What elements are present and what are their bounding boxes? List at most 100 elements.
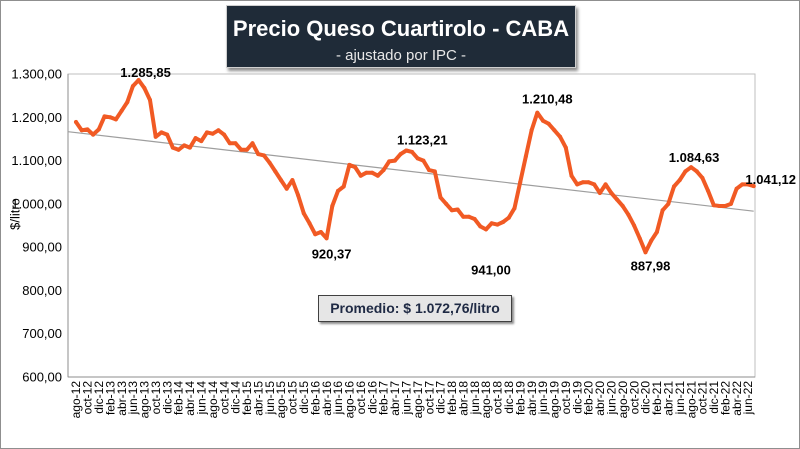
x-tick-label: ago-17	[411, 381, 425, 419]
data-point	[313, 232, 318, 237]
x-tick-label: abr-20	[593, 381, 607, 416]
data-point	[711, 203, 716, 208]
data-point	[438, 195, 443, 200]
data-label: 1.084,63	[669, 150, 720, 165]
data-point	[609, 191, 614, 195]
data-point	[432, 169, 437, 174]
data-point	[199, 139, 204, 144]
x-tick-label: feb-17	[377, 381, 391, 415]
data-point	[358, 173, 363, 178]
data-point	[740, 182, 745, 187]
data-point	[279, 178, 283, 183]
data-point	[683, 169, 688, 174]
x-tick-label: feb-18	[445, 381, 459, 415]
data-point	[176, 147, 181, 152]
data-point	[654, 230, 659, 234]
x-tick-labels: ago-12oct-12dic-12feb-13abr-13jun-13ago-…	[69, 381, 755, 419]
data-point	[427, 168, 432, 173]
x-tick-label: oct-13	[149, 381, 163, 415]
y-tick-label: 700,00	[22, 326, 62, 341]
data-point	[102, 114, 107, 119]
data-label: 1.210,48	[522, 92, 573, 107]
data-point	[256, 152, 261, 157]
data-point	[142, 85, 147, 90]
data-point	[130, 84, 135, 89]
data-point	[552, 128, 557, 133]
y-tick-labels: 1.300,00 1.200,00 1.100,00 1.000,00 900,00 80…	[11, 67, 62, 385]
data-point	[660, 208, 665, 213]
data-point	[643, 250, 648, 255]
data-point	[330, 204, 335, 208]
data-point	[125, 100, 130, 105]
y-tick-label: 900,00	[22, 240, 62, 255]
data-point	[375, 173, 380, 178]
data-point	[472, 217, 477, 221]
x-tick-label: dic-15	[297, 381, 311, 414]
data-point	[637, 236, 642, 241]
x-tick-label: feb-22	[718, 381, 732, 415]
data-point	[301, 211, 306, 216]
x-tick-label: oct-18	[491, 381, 505, 415]
data-point	[284, 186, 289, 191]
data-point	[113, 117, 118, 122]
data-point	[364, 170, 369, 175]
x-tick-label: feb-16	[308, 381, 322, 415]
x-tick-label: jun-19	[536, 381, 550, 416]
data-point	[592, 182, 597, 187]
x-tick-label: ago-16	[343, 381, 357, 419]
data-point	[615, 197, 619, 202]
x-tick-label: oct-20	[627, 381, 641, 415]
data-point	[751, 184, 756, 189]
data-point	[603, 182, 608, 187]
data-point	[415, 156, 420, 161]
data-point	[370, 170, 375, 175]
data-point	[159, 130, 164, 135]
data-point	[569, 173, 574, 178]
data-point	[558, 134, 563, 139]
data-point	[586, 180, 591, 185]
x-tick-label: dic-13	[160, 381, 174, 414]
data-point	[387, 159, 392, 164]
y-tick-label: 1.200,00	[11, 110, 62, 125]
data-point	[728, 201, 733, 206]
x-tick-label: abr-21	[662, 381, 676, 416]
data-point	[267, 160, 272, 165]
data-point	[336, 188, 340, 193]
x-tick-label: jun-20	[605, 381, 619, 416]
x-tick-label: oct-19	[559, 381, 573, 415]
data-point	[478, 224, 483, 229]
x-tick-label: jun-21	[673, 381, 687, 416]
x-tick-label: abr-15	[251, 381, 265, 416]
data-point	[222, 132, 227, 137]
x-tick-label: ago-19	[548, 381, 562, 419]
data-point	[484, 227, 488, 232]
x-tick-label: abr-16	[320, 381, 334, 416]
x-tick-label: jun-14	[195, 381, 209, 416]
data-point	[250, 141, 255, 146]
data-point	[649, 238, 654, 243]
data-point	[347, 162, 352, 167]
data-point	[461, 214, 466, 219]
data-label: 1.285,85	[120, 65, 171, 80]
data-point	[512, 206, 517, 211]
data-point	[666, 201, 671, 206]
data-point	[620, 204, 625, 208]
data-point	[108, 115, 113, 120]
x-tick-label: jun-22	[741, 381, 755, 416]
x-tick-label: dic-14	[229, 381, 243, 414]
x-tick-label: abr-22	[730, 381, 744, 416]
data-point	[74, 120, 78, 124]
data-point	[296, 193, 301, 198]
x-tick-label: abr-18	[457, 381, 471, 416]
data-point	[261, 153, 266, 158]
x-tick-label: feb-20	[582, 381, 596, 415]
y-tick-label: 1.100,00	[11, 153, 62, 168]
data-point	[546, 121, 551, 126]
x-tick-label: oct-21	[696, 381, 710, 415]
data-point	[535, 110, 540, 115]
x-tick-label: ago-20	[616, 381, 630, 419]
data-point	[563, 145, 568, 150]
x-tick-label: ago-12	[69, 381, 83, 419]
x-tick-label: feb-15	[240, 381, 254, 415]
